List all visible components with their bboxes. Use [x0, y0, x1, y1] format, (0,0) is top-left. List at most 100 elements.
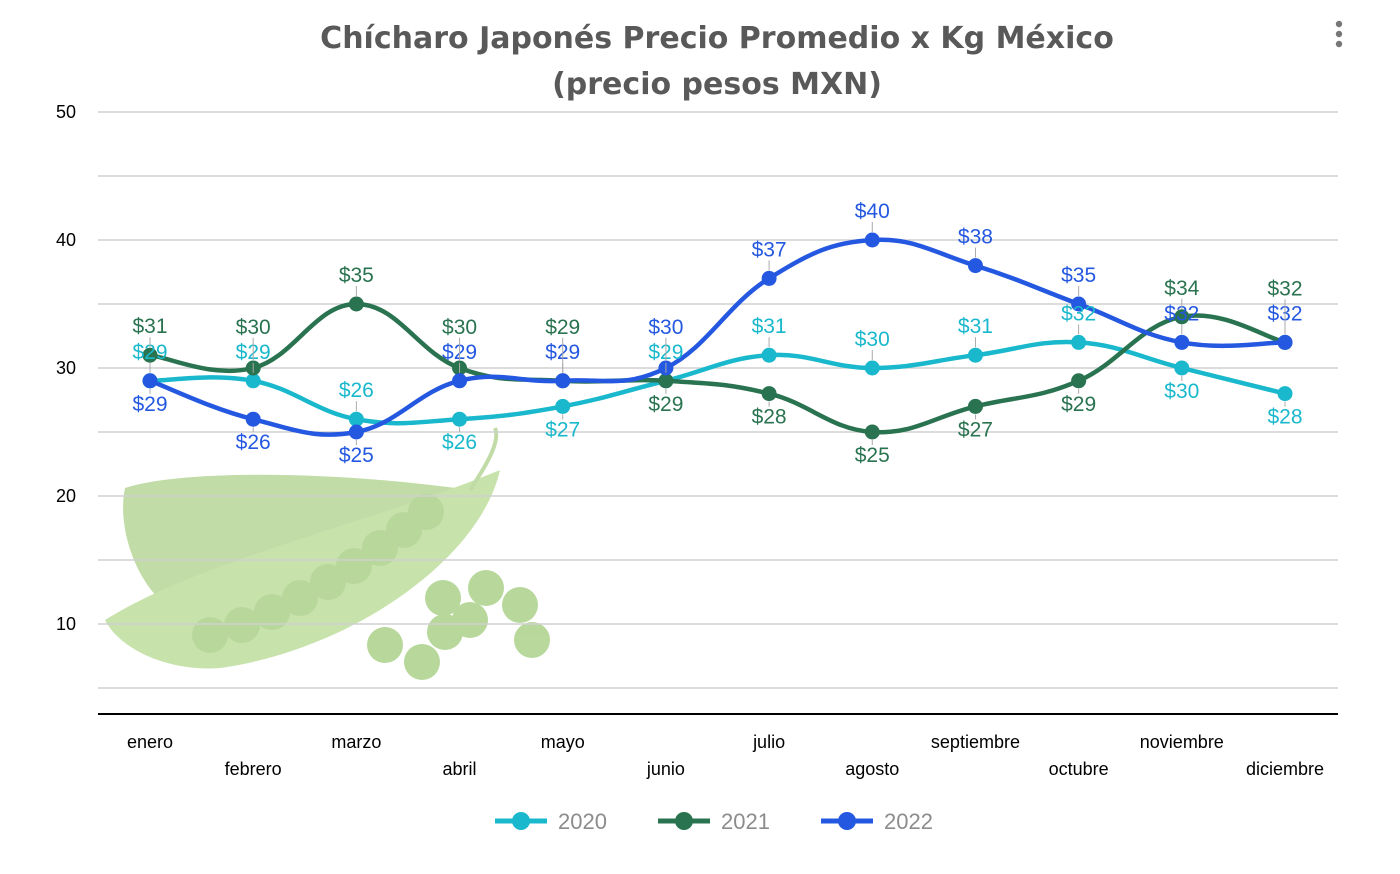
- pea: [427, 614, 463, 650]
- data-point-2020[interactable]: [864, 360, 880, 376]
- data-label-2021: $35: [339, 264, 374, 287]
- data-point-2022[interactable]: [1277, 334, 1293, 350]
- pea: [425, 580, 461, 616]
- data-point-2020[interactable]: [348, 411, 364, 427]
- data-label-2021: $34: [1164, 277, 1199, 300]
- data-label-2022: $25: [339, 444, 374, 467]
- x-tick-label: marzo: [331, 732, 381, 752]
- data-point-2021[interactable]: [142, 347, 158, 363]
- chart-title-line2: (precio pesos MXN): [552, 67, 882, 102]
- data-point-2022[interactable]: [348, 424, 364, 440]
- data-label-2021: $30: [442, 316, 477, 339]
- data-point-2021[interactable]: [348, 296, 364, 312]
- legend-item-2022[interactable]: 2022: [821, 809, 933, 834]
- data-point-2022[interactable]: [1071, 296, 1087, 312]
- data-point-2020[interactable]: [1071, 334, 1087, 350]
- data-label-2020: $26: [442, 431, 477, 454]
- data-label-2022: $26: [236, 431, 271, 454]
- data-label-2020: $27: [545, 418, 580, 441]
- x-tick-label: abril: [443, 759, 477, 779]
- svg-text:2021: 2021: [721, 809, 770, 834]
- data-label-2021: $30: [236, 316, 271, 339]
- data-label-2021: $32: [1267, 277, 1302, 300]
- data-point-2022[interactable]: [142, 373, 158, 389]
- data-point-2021[interactable]: [1174, 309, 1190, 325]
- more-vertical-icon[interactable]: [1335, 20, 1343, 48]
- data-point-2021[interactable]: [761, 386, 777, 402]
- data-label-2021: $29: [1061, 393, 1096, 416]
- data-label-2021: $29: [648, 393, 683, 416]
- data-point-2022[interactable]: [1174, 334, 1190, 350]
- x-tick-label: agosto: [845, 759, 899, 779]
- data-point-2020[interactable]: [761, 347, 777, 363]
- data-point-2021[interactable]: [1071, 373, 1087, 389]
- x-tick-label: julio: [752, 732, 785, 752]
- pea: [408, 494, 444, 530]
- data-point-2020[interactable]: [245, 373, 261, 389]
- x-tick-label: septiembre: [931, 732, 1020, 752]
- y-tick-label: 30: [56, 358, 76, 378]
- x-tick-label: noviembre: [1140, 732, 1224, 752]
- x-tick-label: febrero: [225, 759, 282, 779]
- data-label-2020: $26: [339, 379, 374, 402]
- pea: [310, 564, 346, 600]
- x-tick-label: enero: [127, 732, 173, 752]
- data-point-2021[interactable]: [658, 373, 674, 389]
- x-tick-label: junio: [646, 759, 685, 779]
- data-label-2020: $30: [1164, 380, 1199, 403]
- data-point-2022[interactable]: [967, 258, 983, 274]
- data-label-2021: $29: [545, 316, 580, 339]
- data-label-2022: $29: [132, 393, 167, 416]
- data-label-2020: $31: [752, 315, 787, 338]
- x-tick-label: octubre: [1049, 759, 1109, 779]
- y-tick-label: 20: [56, 486, 76, 506]
- pea: [224, 607, 260, 643]
- pea: [192, 617, 228, 653]
- pea: [502, 587, 538, 623]
- data-point-2020[interactable]: [1277, 386, 1293, 402]
- legend-item-2020[interactable]: 2020: [495, 809, 607, 834]
- data-point-2021[interactable]: [864, 424, 880, 440]
- peas-pod-image: [105, 427, 550, 680]
- data-label-2021: $28: [752, 406, 787, 429]
- svg-text:2020: 2020: [558, 809, 607, 834]
- y-tick-label: 50: [56, 102, 76, 122]
- series-line-2022: [149, 237, 1286, 437]
- svg-text:2022: 2022: [884, 809, 933, 834]
- data-point-2020[interactable]: [452, 411, 468, 427]
- y-tick-label: 40: [56, 230, 76, 250]
- data-point-2022[interactable]: [864, 232, 880, 248]
- data-point-2020[interactable]: [1174, 360, 1190, 376]
- pea: [254, 594, 290, 630]
- data-label-2020: $28: [1267, 406, 1302, 429]
- data-point-2021[interactable]: [967, 398, 983, 414]
- data-point-2022[interactable]: [555, 373, 571, 389]
- data-point-2020[interactable]: [555, 398, 571, 414]
- data-label-2021: $27: [958, 418, 993, 441]
- series-line-2020: [149, 339, 1286, 426]
- pea: [336, 548, 372, 584]
- data-label-2022: $35: [1061, 264, 1096, 287]
- data-label-2021: $31: [132, 315, 167, 338]
- data-point-2020[interactable]: [967, 347, 983, 363]
- x-tick-label: mayo: [541, 732, 585, 752]
- pea: [514, 622, 550, 658]
- y-tick-label: 10: [56, 614, 76, 634]
- data-label-2022: $32: [1164, 302, 1199, 325]
- data-label-2022: $38: [958, 226, 993, 249]
- data-label-2022: $40: [855, 200, 890, 223]
- data-label-2022: $37: [752, 238, 787, 261]
- pea: [367, 627, 403, 663]
- data-label-2021: $25: [855, 444, 890, 467]
- data-point-2022[interactable]: [245, 411, 261, 427]
- legend-item-2021[interactable]: 2021: [658, 809, 770, 834]
- pea: [282, 580, 318, 616]
- data-label-2022: $30: [648, 316, 683, 339]
- data-point-2022[interactable]: [761, 270, 777, 286]
- data-label-2020: $32: [1061, 302, 1096, 325]
- data-point-2022[interactable]: [452, 373, 468, 389]
- series-line-2021: [149, 301, 1286, 435]
- data-label-2020: $29: [132, 341, 167, 364]
- pea: [468, 570, 504, 606]
